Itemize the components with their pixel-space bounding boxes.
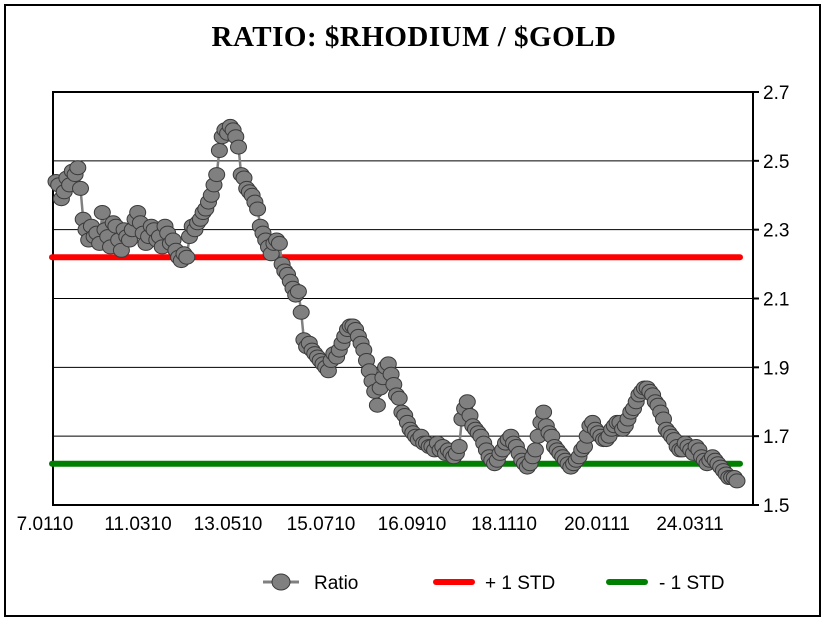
x-tick-label: 24.0311 [656,514,723,535]
y-tick-label: 2.1 [763,290,789,311]
ratio-series-line [55,123,738,482]
chart-title: RATIO: $RHODIUM / $GOLD [212,21,617,53]
y-tick-label: 1.5 [763,496,789,517]
x-tick-label: 20.0111 [564,514,630,535]
ratio-point [112,242,130,258]
legend-ratio-swatch-marker [271,573,291,591]
y-tick-label: 1.7 [763,427,789,448]
ratio-point [289,284,307,300]
ratio-point [368,397,386,413]
ratio-point [72,180,89,196]
x-tick-label: 7.0110 [17,514,74,535]
ratio-point [69,160,87,176]
x-tick-label: 15.0710 [287,514,356,535]
legend-minus-std-label: - 1 STD [659,573,724,594]
ratio-point [208,167,226,183]
y-tick-label: 1.9 [763,358,789,379]
ratio-point [450,439,468,454]
y-tick-label: 2.7 [763,83,789,104]
x-tick-label: 13.0510 [194,514,263,535]
x-tick-label: 11.0310 [104,514,171,535]
ratio-point [270,235,288,251]
legend-plus-std-label: + 1 STD [485,573,555,594]
ratio-point [210,143,228,158]
ratio-point [458,394,476,410]
x-tick-label: 16.0910 [378,514,447,535]
y-tick-label: 2.5 [763,152,789,173]
ratio-point [390,390,408,406]
ratio-point [526,442,544,458]
ratio-point [178,249,196,265]
ratio-point [93,205,111,220]
legend-ratio-label: Ratio [314,573,358,594]
x-tick-label: 18.1110 [471,514,537,535]
ratio-point [535,404,553,420]
ratio-point [292,304,310,320]
y-tick-label: 2.3 [763,221,789,242]
ratio-point [249,201,267,217]
chart-frame [4,4,821,617]
ratio-point [728,473,746,489]
ratio-point [230,139,247,155]
